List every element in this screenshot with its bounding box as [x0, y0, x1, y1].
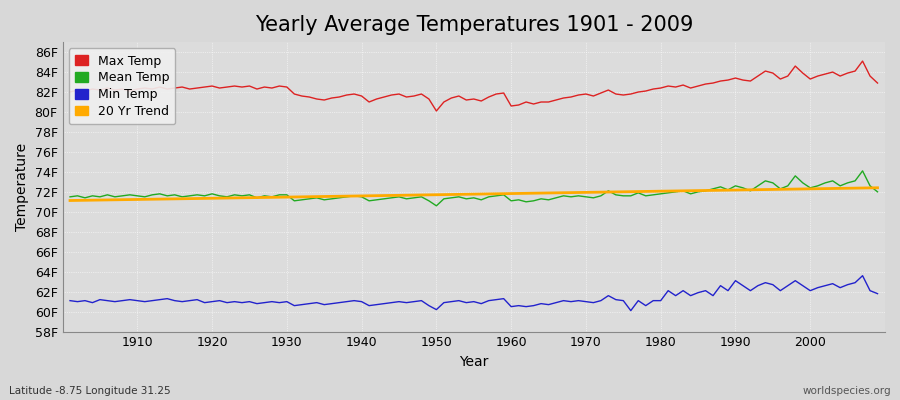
Title: Yearly Average Temperatures 1901 - 2009: Yearly Average Temperatures 1901 - 2009 — [255, 15, 693, 35]
X-axis label: Year: Year — [459, 355, 489, 369]
Text: Latitude -8.75 Longitude 31.25: Latitude -8.75 Longitude 31.25 — [9, 386, 171, 396]
Legend: Max Temp, Mean Temp, Min Temp, 20 Yr Trend: Max Temp, Mean Temp, Min Temp, 20 Yr Tre… — [68, 48, 176, 124]
Text: worldspecies.org: worldspecies.org — [803, 386, 891, 396]
Y-axis label: Temperature: Temperature — [15, 143, 29, 231]
